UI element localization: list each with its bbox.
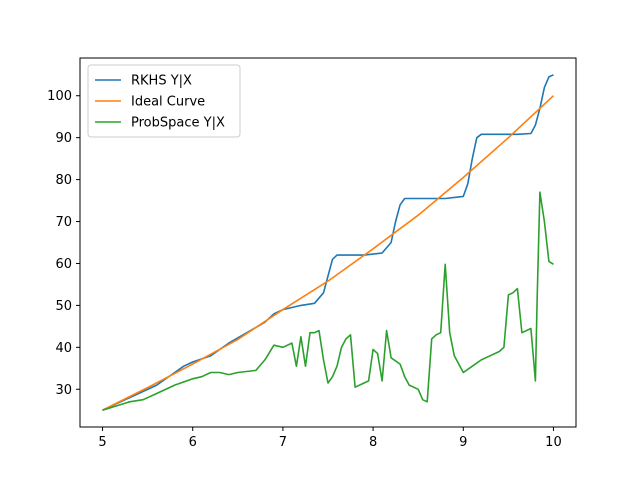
series-layer: [102, 74, 555, 411]
y-tick-label: 30: [55, 383, 72, 398]
y-tick-label: 70: [55, 215, 72, 230]
y-tick-label: 60: [55, 257, 72, 272]
x-tick-label: 5: [98, 435, 106, 450]
legend-label: RKHS Y|X: [131, 74, 192, 89]
x-tick-label: 7: [279, 435, 287, 450]
series-line-2: [102, 191, 554, 411]
plot-area-frame: [79, 57, 577, 428]
x-tick-label: 10: [545, 435, 562, 450]
y-tick-label: 40: [55, 341, 72, 356]
x-tick-label: 8: [369, 435, 377, 450]
x-tick-label: 6: [189, 435, 197, 450]
y-axis: 30 40 50 60 70 80 90 100: [47, 89, 80, 398]
y-tick-label: 50: [55, 299, 72, 314]
legend-box: [87, 64, 241, 138]
legend: RKHS Y|X Ideal Curve ProbSpace Y|X: [87, 64, 241, 138]
y-tick-label: 100: [47, 89, 72, 104]
series-line-1: [102, 95, 555, 411]
legend-label: ProbSpace Y|X: [131, 116, 225, 131]
x-tick-label: 9: [459, 435, 467, 450]
legend-label: Ideal Curve: [131, 95, 205, 110]
x-axis: 5 6 7 8 9 10: [98, 427, 562, 450]
y-tick-label: 90: [55, 131, 72, 146]
y-tick-label: 80: [55, 173, 72, 188]
